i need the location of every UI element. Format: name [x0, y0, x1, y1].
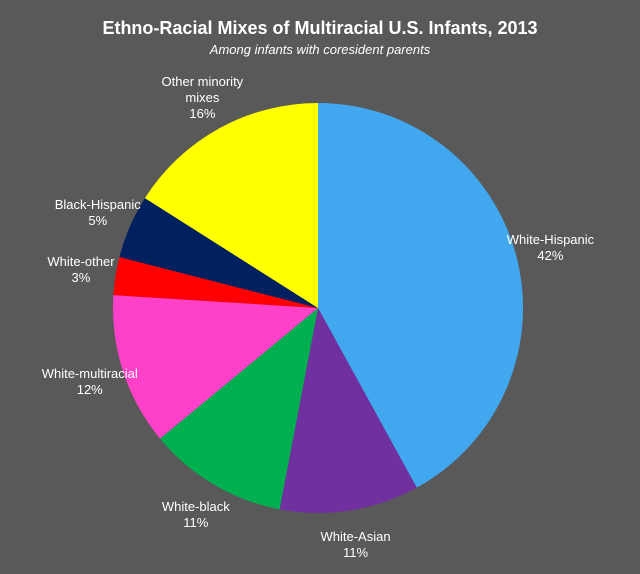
value-label: 12%: [76, 382, 103, 398]
pie-slice: [113, 257, 319, 308]
chart-subtitle: Among infants with coresident parents: [209, 42, 431, 57]
slice-label: White-multiracial 12%: [42, 366, 138, 398]
category-label: White-multiracial: [41, 366, 138, 382]
category-label: White-Hispanic: [506, 232, 595, 248]
pie-slice: [318, 103, 523, 488]
category-label: Other minority mixes: [161, 73, 244, 105]
value-label: 3%: [71, 270, 91, 286]
pie-slice: [119, 198, 318, 308]
pie-slice: [279, 308, 417, 513]
value-label: 42%: [537, 248, 564, 264]
category-label: White-black: [161, 498, 230, 514]
value-label: 11%: [342, 545, 369, 560]
slice-label: White-Asian 11%: [320, 529, 390, 561]
category-label: White-Asian: [320, 529, 391, 544]
slice-label: White-other 3%: [47, 254, 114, 286]
value-label: 11%: [183, 514, 209, 530]
value-label: 16%: [189, 105, 216, 121]
value-label: 5%: [88, 212, 108, 228]
slice-label: White-Hispanic 42%: [507, 232, 594, 264]
category-label: Black-Hispanic: [54, 196, 141, 212]
pie-slice: [160, 308, 318, 510]
slice-label: Other minority mixes 16%: [147, 74, 257, 122]
pie-slice: [112, 295, 318, 439]
category-label: White-other: [47, 254, 115, 270]
pie-slice: [144, 103, 318, 308]
slice-label: White-black 11%: [162, 499, 230, 531]
chart-title: Ethno-Racial Mixes of Multiracial U.S. I…: [102, 18, 538, 38]
slice-label: Black-Hispanic 5%: [55, 197, 141, 229]
